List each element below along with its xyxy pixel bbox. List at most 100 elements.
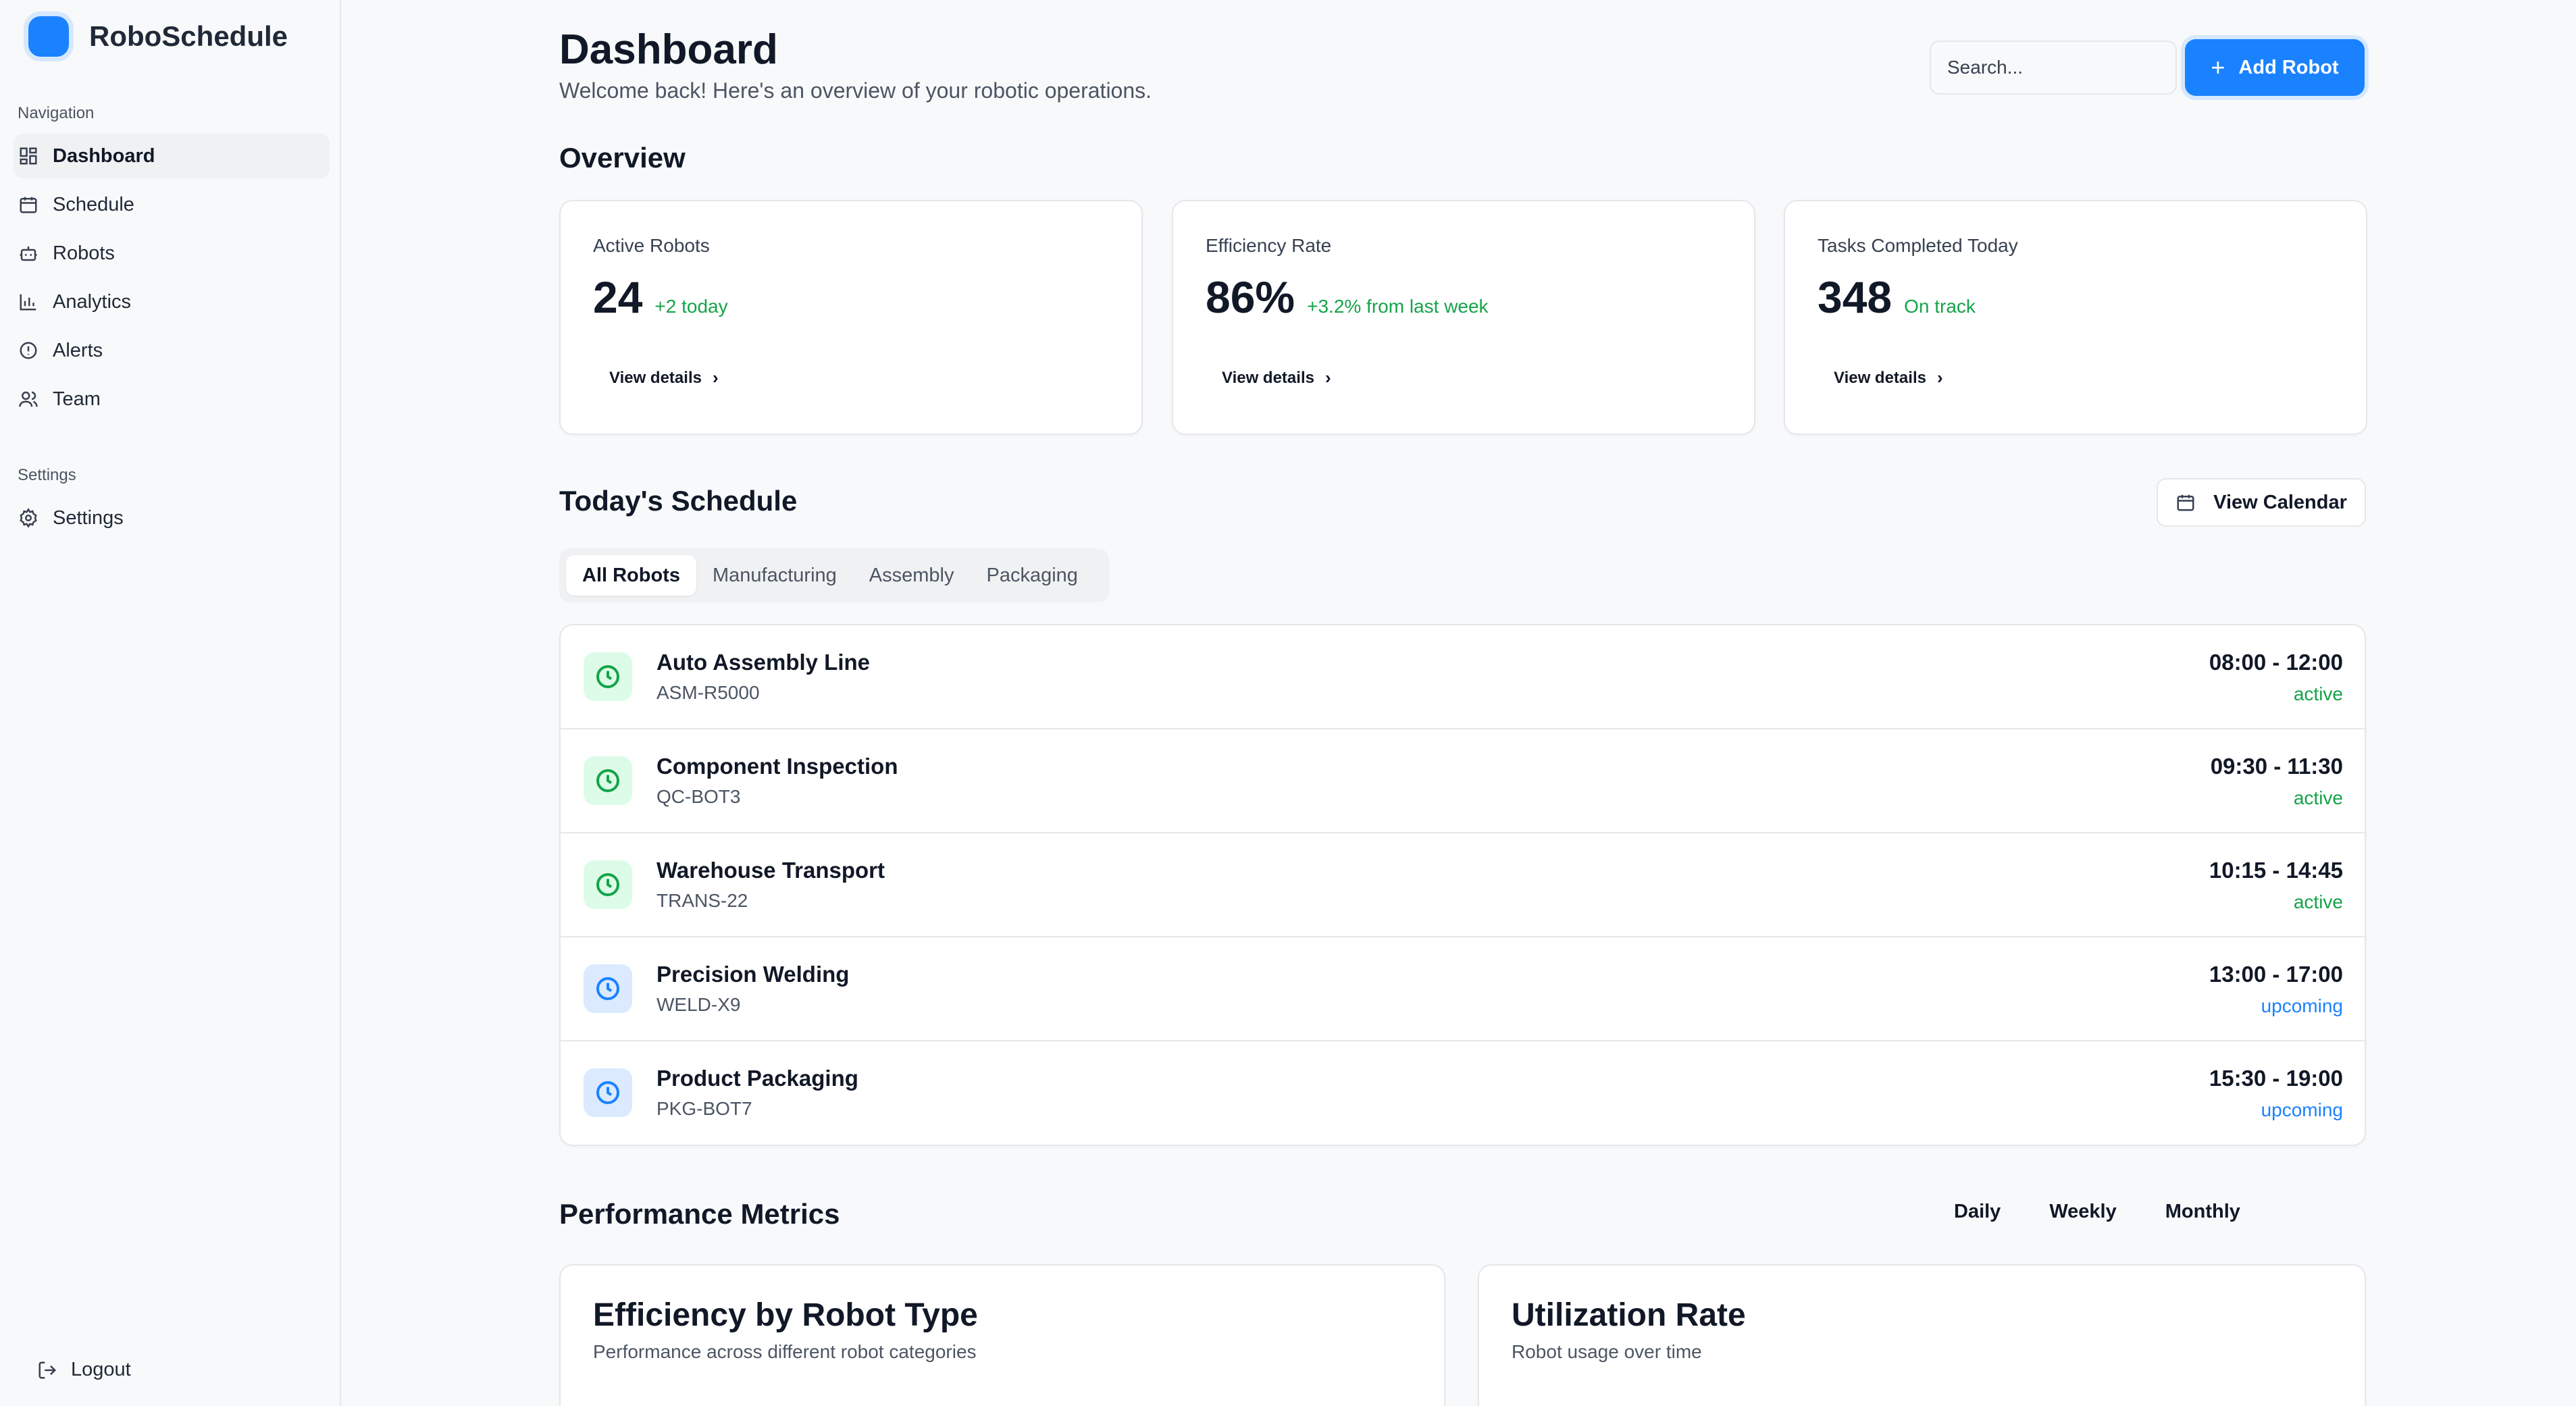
robot-code: WELD-X9 <box>656 994 741 1015</box>
tab-daily[interactable]: Daily <box>1954 1201 2001 1222</box>
schedule-row[interactable]: Auto Assembly Line ASM-R5000 08:00 - 12:… <box>561 625 2365 729</box>
sidebar-item-team[interactable]: Team <box>14 377 330 421</box>
alert-circle-icon <box>18 340 39 361</box>
tab-manufacturing[interactable]: Manufacturing <box>713 564 837 586</box>
add-robot-button[interactable]: + Add Robot <box>2185 39 2365 96</box>
search-input[interactable] <box>1930 41 2177 95</box>
time-range: 08:00 - 12:00 <box>2209 650 2343 675</box>
chevron-right-icon: › <box>1324 367 1331 388</box>
sidebar-item-settings[interactable]: Settings <box>14 496 330 540</box>
stat-row: 86% +3.2% from last week <box>1206 271 1489 323</box>
sidebar-item-alerts[interactable]: Alerts <box>14 328 330 373</box>
sidebar-item-dashboard[interactable]: Dashboard <box>14 134 330 178</box>
stat-label: Tasks Completed Today <box>1818 235 2018 256</box>
view-details-link[interactable]: View details › <box>1834 367 1943 388</box>
chart-card-title: Efficiency by Robot Type <box>593 1297 978 1333</box>
view-details-link[interactable]: View details › <box>609 367 719 388</box>
clock-icon <box>584 964 632 1013</box>
schedule-row[interactable]: Warehouse Transport TRANS-22 10:15 - 14:… <box>561 833 2365 937</box>
page-title: Dashboard <box>559 26 778 73</box>
stat-card-tasks-completed: Tasks Completed Today 348 On track View … <box>1784 200 2367 435</box>
bar-chart-icon <box>18 291 39 313</box>
stat-label: Efficiency Rate <box>1206 235 1332 256</box>
logout-label: Logout <box>71 1359 131 1380</box>
sidebar-item-label: Team <box>53 388 101 410</box>
brand[interactable]: RoboSchedule <box>28 16 288 57</box>
navigation-section-label: Navigation <box>18 104 95 122</box>
main-content: Dashboard Welcome back! Here's an overvi… <box>341 0 2576 1406</box>
brand-logo-icon <box>28 16 69 57</box>
overview-heading: Overview <box>559 142 686 174</box>
tab-packaging[interactable]: Packaging <box>986 564 1078 586</box>
calendar-icon <box>2177 494 2194 511</box>
stat-row: 24 +2 today <box>593 271 728 323</box>
sidebar-item-robots[interactable]: Robots <box>14 231 330 276</box>
settings-section-label: Settings <box>18 466 76 484</box>
sidebar-item-analytics[interactable]: Analytics <box>14 280 330 324</box>
tab-weekly[interactable]: Weekly <box>2049 1201 2117 1222</box>
status-label: upcoming <box>2261 1099 2343 1120</box>
time-range: 09:30 - 11:30 <box>2210 754 2343 779</box>
stat-delta: On track <box>1904 296 1976 317</box>
dashboard-grid-icon <box>18 145 39 167</box>
robot-code: PKG-BOT7 <box>656 1098 752 1119</box>
chevron-right-icon: › <box>712 367 719 388</box>
efficiency-chart-card: Efficiency by Robot Type Performance acr… <box>559 1264 1445 1406</box>
sidebar-item-schedule[interactable]: Schedule <box>14 182 330 227</box>
robot-code: QC-BOT3 <box>656 786 741 807</box>
stat-value: 24 <box>593 272 643 322</box>
clock-icon <box>584 1068 632 1117</box>
sidebar-item-label: Robots <box>53 242 115 264</box>
time-range: 15:30 - 19:00 <box>2209 1066 2343 1091</box>
sidebar-item-label: Dashboard <box>53 145 155 167</box>
status-label: upcoming <box>2261 995 2343 1016</box>
status-label: active <box>2293 683 2343 704</box>
sidebar-item-label: Schedule <box>53 193 134 215</box>
status-label: active <box>2293 891 2343 912</box>
logout-button[interactable]: Logout <box>37 1359 131 1381</box>
robot-task-name: Warehouse Transport <box>656 858 885 883</box>
view-details-label: View details <box>1834 368 1926 387</box>
sidebar-item-label: Alerts <box>53 339 103 361</box>
robot-code: TRANS-22 <box>656 890 748 911</box>
users-icon <box>18 388 39 410</box>
robot-task-name: Component Inspection <box>656 754 898 779</box>
stat-label: Active Robots <box>593 235 710 256</box>
robot-task-name: Product Packaging <box>656 1066 858 1091</box>
schedule-list: Auto Assembly Line ASM-R5000 08:00 - 12:… <box>559 624 2366 1146</box>
clock-icon <box>584 860 632 909</box>
robot-task-name: Precision Welding <box>656 962 850 987</box>
add-robot-label: Add Robot <box>2238 56 2339 78</box>
performance-heading: Performance Metrics <box>559 1198 840 1230</box>
brand-name: RoboSchedule <box>89 20 288 52</box>
utilization-chart-card: Utilization Rate Robot usage over time <box>1478 1264 2366 1406</box>
period-tabs: Daily Weekly Monthly <box>1954 1201 2240 1223</box>
time-range: 13:00 - 17:00 <box>2209 962 2343 987</box>
stat-value: 86% <box>1206 272 1295 322</box>
tab-assembly[interactable]: Assembly <box>869 564 954 586</box>
plus-icon: + <box>2211 53 2225 81</box>
view-details-label: View details <box>609 368 702 387</box>
stat-card-active-robots: Active Robots 24 +2 today View details › <box>559 200 1143 435</box>
robot-task-name: Auto Assembly Line <box>656 650 870 675</box>
schedule-row[interactable]: Product Packaging PKG-BOT7 15:30 - 19:00… <box>561 1041 2365 1145</box>
view-calendar-button[interactable]: View Calendar <box>2157 478 2366 527</box>
view-details-link[interactable]: View details › <box>1222 367 1331 388</box>
chevron-right-icon: › <box>1936 367 1943 388</box>
schedule-row[interactable]: Component Inspection QC-BOT3 09:30 - 11:… <box>561 729 2365 833</box>
chart-card-subtitle: Robot usage over time <box>1512 1341 1702 1362</box>
chart-card-title: Utilization Rate <box>1512 1297 1746 1333</box>
sidebar: RoboSchedule Navigation Dashboard Schedu… <box>0 0 341 1406</box>
stat-card-efficiency-rate: Efficiency Rate 86% +3.2% from last week… <box>1172 200 1755 435</box>
tab-monthly[interactable]: Monthly <box>2165 1201 2240 1222</box>
tab-all-robots[interactable]: All Robots <box>566 555 696 596</box>
sidebar-item-label: Settings <box>53 506 124 529</box>
gear-icon <box>18 507 39 529</box>
schedule-tabs: All Robots Manufacturing Assembly Packag… <box>559 548 1109 602</box>
clock-icon <box>584 756 632 805</box>
schedule-row[interactable]: Precision Welding WELD-X9 13:00 - 17:00 … <box>561 937 2365 1041</box>
page-subtitle: Welcome back! Here's an overview of your… <box>559 78 1152 103</box>
chart-card-subtitle: Performance across different robot categ… <box>593 1341 977 1362</box>
stat-value: 348 <box>1818 272 1892 322</box>
